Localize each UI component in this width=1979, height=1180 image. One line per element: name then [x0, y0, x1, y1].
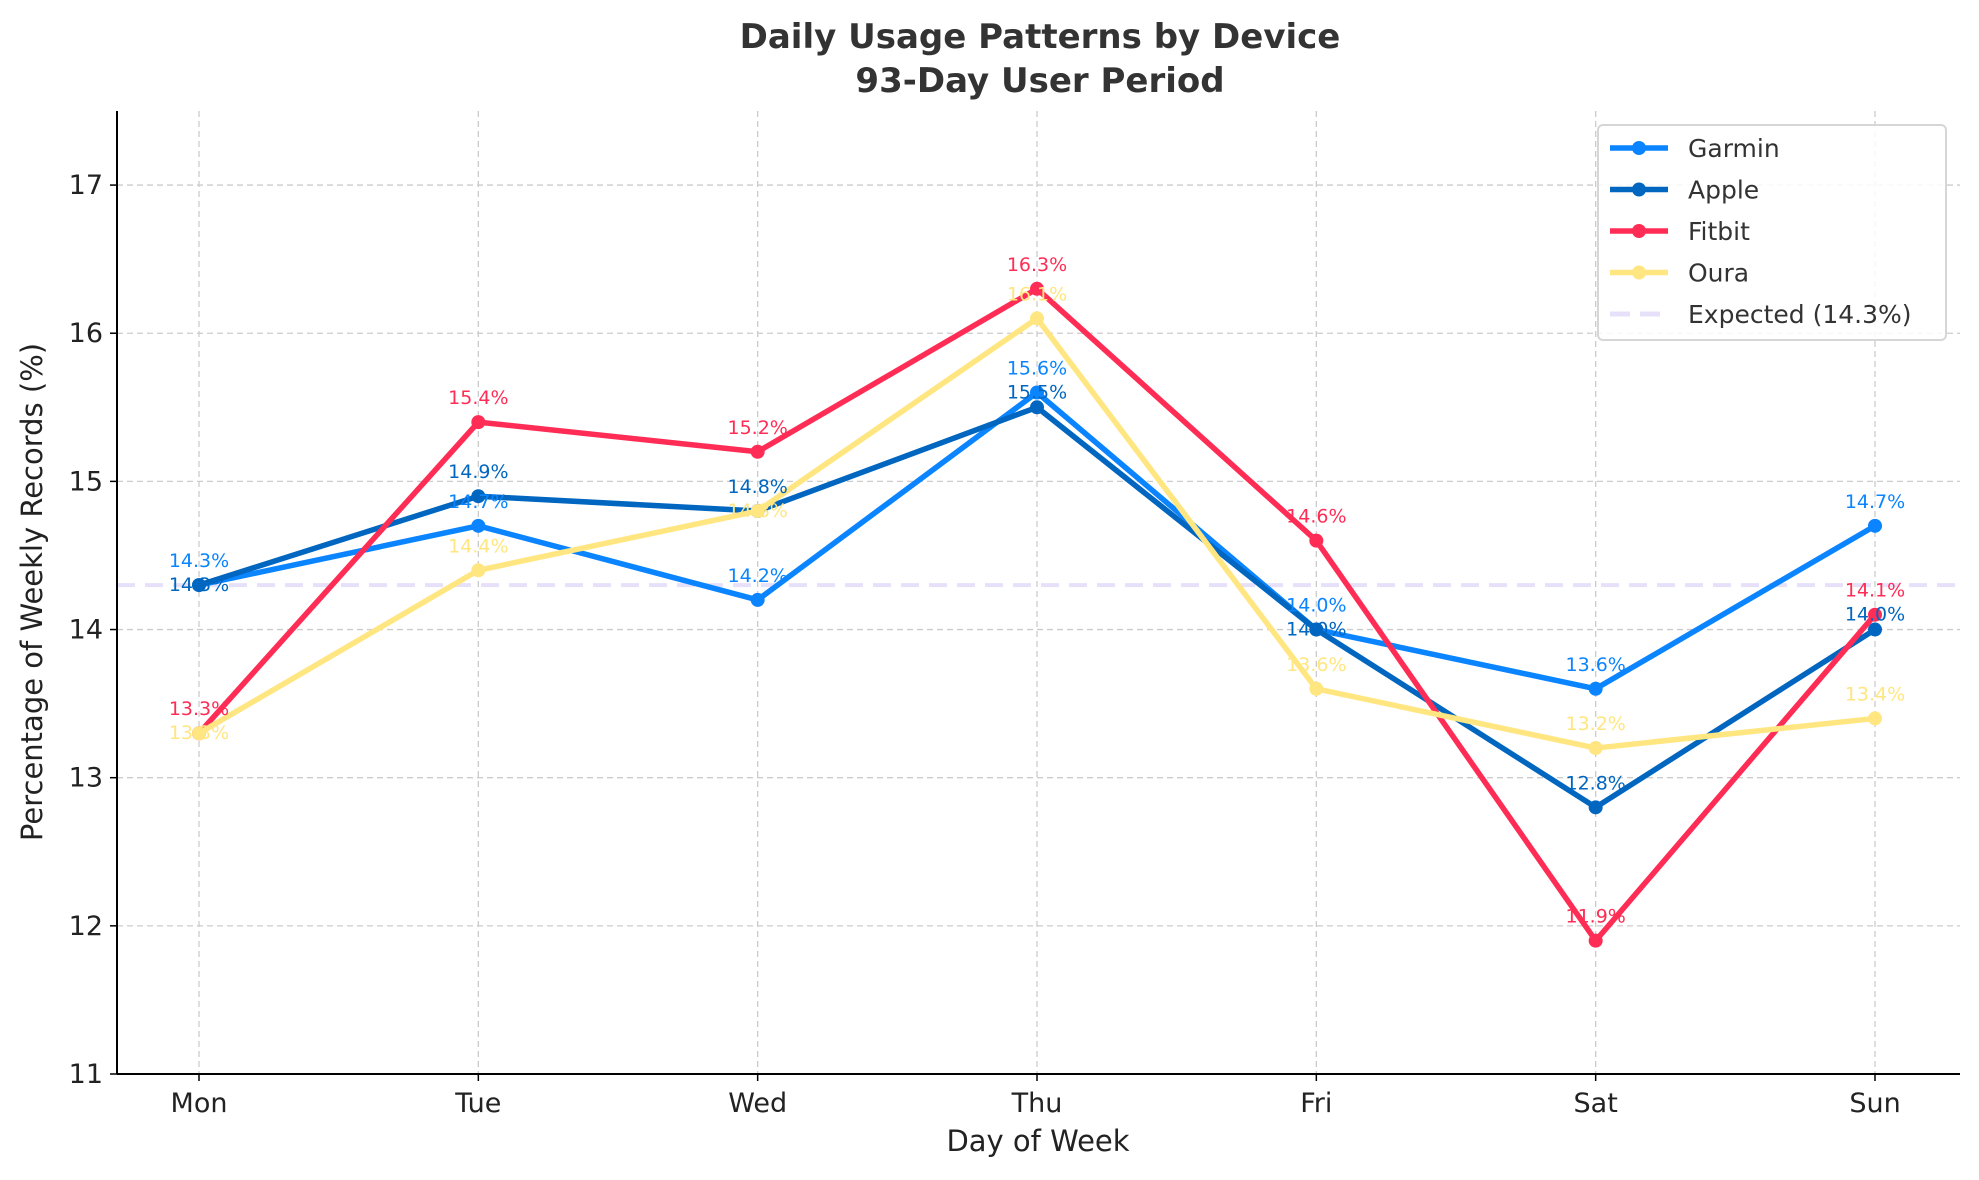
oura-point [471, 563, 486, 578]
legend-marker-fitbit [1632, 224, 1646, 238]
apple-data-label: 15.5% [1007, 381, 1067, 403]
apple-point [1588, 800, 1603, 815]
x-tick-label: Fri [1300, 1088, 1332, 1119]
apple-data-label: 14.0% [1286, 619, 1346, 641]
fitbit-point [1868, 607, 1882, 622]
oura-data-label: 16.1% [1007, 283, 1067, 305]
apple-point [471, 489, 486, 504]
oura-point [1588, 741, 1603, 756]
fitbit-data-label: 13.3% [169, 698, 229, 720]
fitbit-point [1030, 281, 1044, 296]
apple-point [192, 578, 206, 593]
oura-data-label: 13.3% [169, 722, 229, 744]
y-tick-label: 11 [69, 1059, 103, 1090]
y-tick-label: 15 [69, 466, 103, 497]
grid [117, 111, 1960, 1075]
garmin-data-label: 14.7% [448, 491, 508, 513]
garmin-data-label: 15.6% [1007, 357, 1067, 379]
oura-data-label: 13.4% [1845, 683, 1905, 705]
axes: Mon Tue Wed Thu Fri Sat Sun 11 12 13 14 15 16 17 [69, 111, 1960, 1119]
y-tick-label: 14 [69, 615, 103, 646]
x-tick-label: Sun [1849, 1088, 1900, 1119]
x-axis-label: Day of Week [946, 1124, 1129, 1158]
garmin-point [1868, 518, 1882, 533]
x-tick-label: Sat [1574, 1088, 1618, 1119]
legend-marker-apple [1632, 182, 1646, 197]
y-tick-label: 13 [69, 763, 103, 794]
garmin-point [1030, 385, 1044, 400]
fitbit-point [1309, 533, 1324, 548]
oura-data-label: 14.8% [727, 500, 787, 522]
legend-label-expected-14-3: Expected (14.3%) [1688, 300, 1912, 329]
oura-point [1868, 711, 1882, 726]
garmin-data-label: 14.2% [727, 565, 787, 587]
x-tick-label: Wed [728, 1088, 787, 1119]
y-tick-label: 16 [69, 318, 103, 349]
legend-box [1597, 124, 1947, 341]
garmin-data-label: 14.7% [1845, 491, 1905, 513]
data-labels: 14.3%14.3% 13.3%13.3% 15.4% 14.9% 14.7% 14.4%… [169, 254, 1905, 928]
garmin-data-label: 14.3% [169, 550, 229, 572]
chart-title: Daily Usage Patterns by Device [740, 17, 1341, 57]
x-tick-label: Tue [454, 1088, 501, 1119]
garmin-point [1588, 681, 1603, 696]
legend: Garmin Apple Fitbit Oura Expected (14.3%) [1597, 124, 1947, 341]
fitbit-data-label: 16.3% [1007, 254, 1067, 276]
apple-point [1030, 400, 1044, 415]
legend-label-apple: Apple [1688, 176, 1759, 205]
x-tick-label: Mon [171, 1088, 228, 1119]
fitbit-data-label: 14.6% [1286, 506, 1346, 528]
oura-data-label: 13.6% [1286, 654, 1346, 676]
fitbit-data-label: 11.9% [1565, 906, 1625, 928]
apple-data-label: 14.0% [1845, 604, 1905, 626]
legend-marker-garmin [1632, 141, 1646, 155]
legend-marker-oura [1632, 265, 1646, 280]
garmin-point [750, 592, 765, 607]
fitbit-point [750, 444, 765, 459]
fitbit-data-label: 15.4% [448, 387, 508, 409]
fitbit-data-label: 15.2% [727, 417, 787, 439]
chart-subtitle: 93-Day User Period [855, 61, 1224, 101]
oura-point [192, 726, 206, 741]
legend-label-oura: Oura [1688, 259, 1749, 288]
x-tick-label: Thu [1011, 1088, 1063, 1119]
y-axis-label: Percentage of Weekly Records (%) [15, 343, 49, 841]
apple-point [1309, 622, 1324, 637]
fitbit-data-label: 14.1% [1845, 580, 1905, 602]
oura-point [1309, 681, 1324, 696]
legend-label-garmin: Garmin [1688, 134, 1780, 163]
oura-point [750, 504, 765, 519]
y-tick-label: 12 [69, 911, 103, 942]
oura-point [1030, 311, 1044, 326]
fitbit-point [1588, 933, 1603, 948]
oura-data-label: 13.2% [1565, 713, 1625, 735]
apple-data-label: 14.9% [448, 461, 508, 483]
apple-data-label: 12.8% [1565, 772, 1625, 794]
legend-label-fitbit: Fitbit [1688, 217, 1750, 246]
apple-data-label: 14.8% [727, 476, 787, 498]
apple-point [1868, 622, 1882, 637]
apple-data-label: 14.3% [169, 574, 229, 596]
y-tick-label: 17 [69, 170, 103, 201]
oura-data-label: 14.4% [448, 535, 508, 557]
garmin-point [471, 518, 486, 533]
garmin-data-label: 13.6% [1565, 654, 1625, 676]
series-group [192, 281, 1882, 948]
fitbit-point [471, 415, 486, 430]
garmin-data-label: 14.0% [1286, 595, 1346, 617]
